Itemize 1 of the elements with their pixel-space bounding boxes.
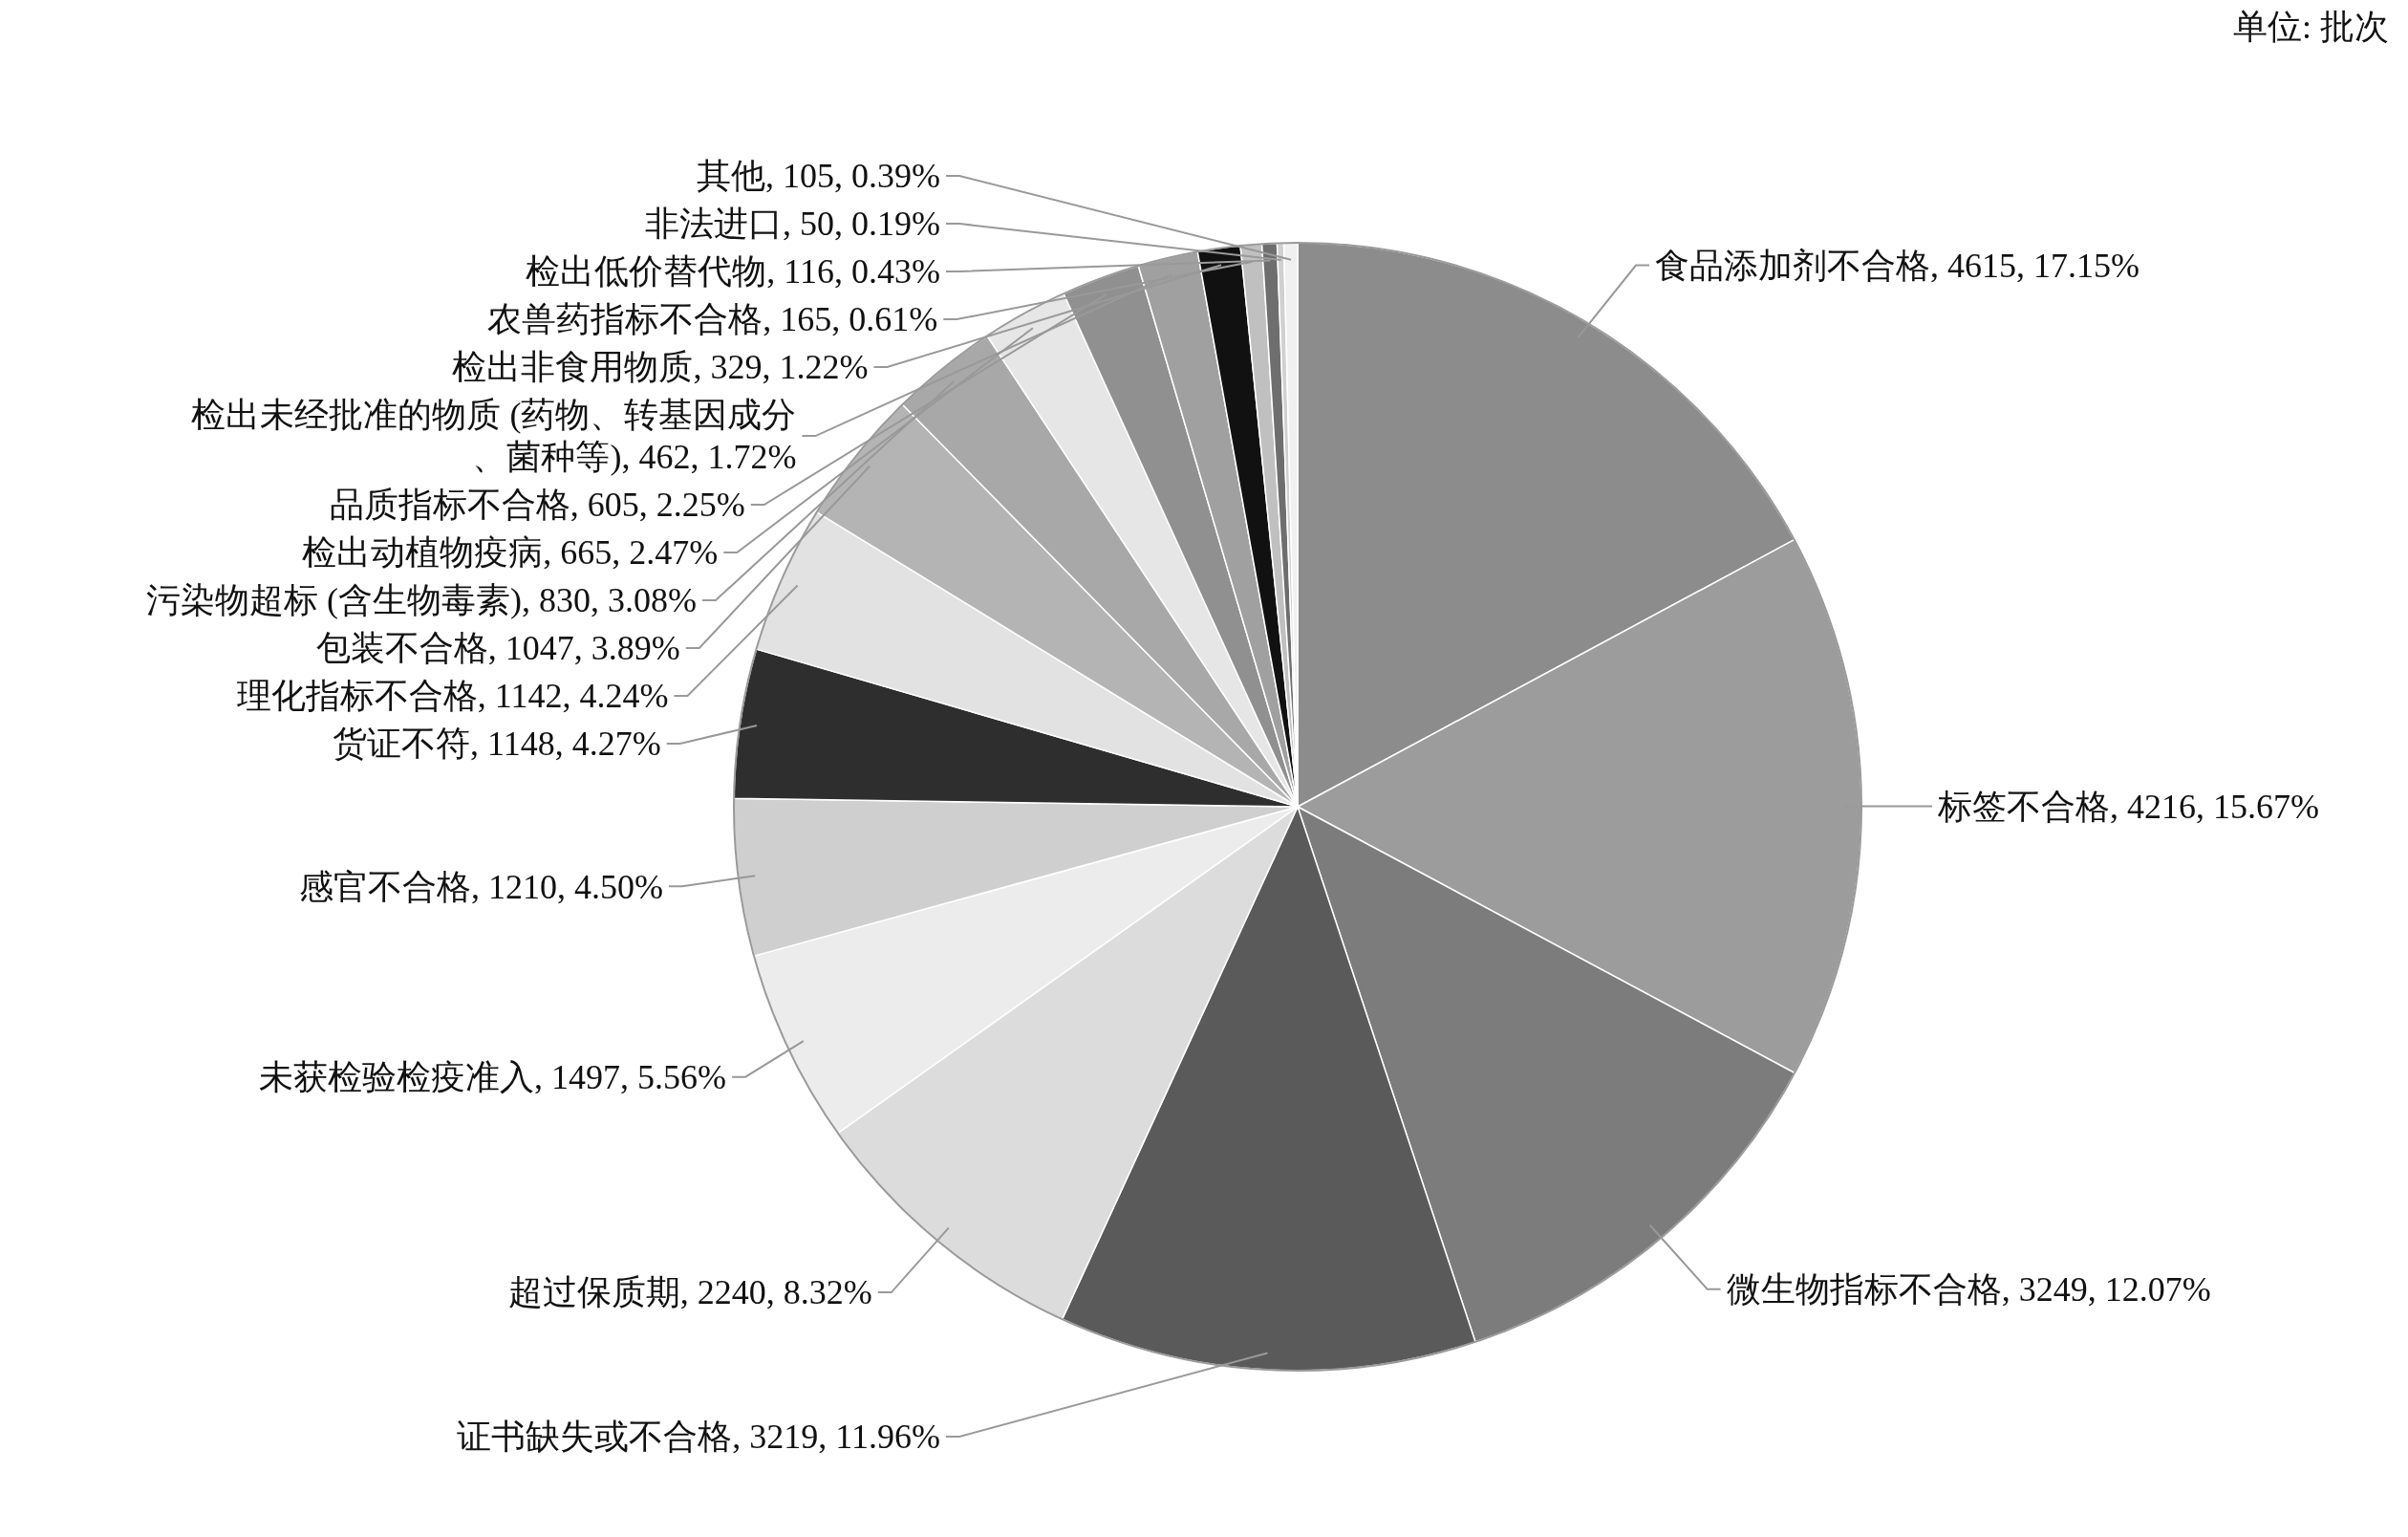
text: 单位: 批次: [2232, 8, 2389, 46]
